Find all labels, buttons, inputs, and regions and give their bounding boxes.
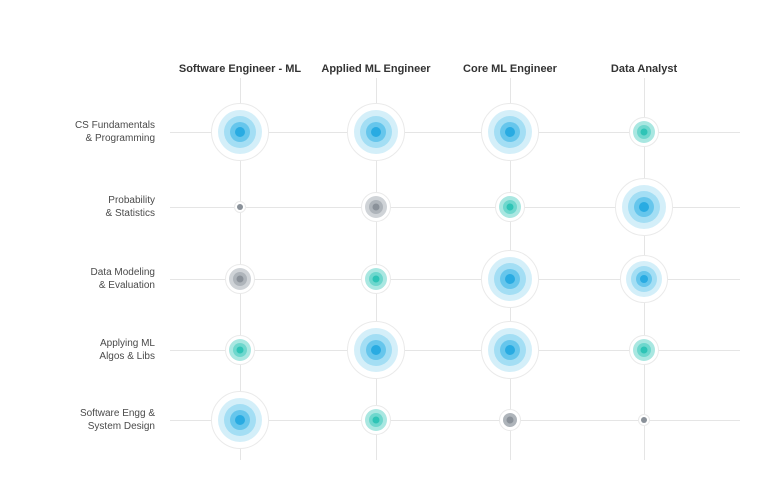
row-label: Applying ML Algos & Libs	[45, 337, 155, 363]
bubble-node	[629, 335, 659, 365]
bubble-ring	[639, 202, 649, 212]
bubble-node	[615, 178, 673, 236]
bubble-node	[499, 409, 521, 431]
bubble-node	[211, 103, 269, 161]
bubble-ring	[373, 417, 380, 424]
bubble-ring	[235, 127, 245, 137]
bubble-node	[361, 192, 391, 222]
row-label-line2: Algos & Libs	[99, 351, 155, 362]
row-label-line1: CS Fundamentals	[75, 120, 155, 131]
bubble-ring	[373, 276, 380, 283]
bubble-ring	[507, 204, 514, 211]
bubble-node	[347, 103, 405, 161]
row-label-line2: System Design	[88, 421, 155, 432]
bubble-node	[211, 391, 269, 449]
bubble-node	[629, 117, 659, 147]
bubble-ring	[237, 347, 244, 354]
row-label: Data Modeling & Evaluation	[45, 266, 155, 292]
row-label-line1: Probability	[108, 195, 155, 206]
column-header: Data Analyst	[611, 63, 677, 75]
row-label: Software Engg & System Design	[45, 407, 155, 433]
bubble-ring	[373, 204, 380, 211]
row-label-line2: & Statistics	[106, 208, 155, 219]
bubble-node	[361, 405, 391, 435]
bubble-node	[225, 335, 255, 365]
bubble-node	[620, 255, 668, 303]
bubble-ring	[371, 345, 381, 355]
column-header: Applied ML Engineer	[321, 63, 430, 75]
row-label-line2: & Programming	[86, 133, 155, 144]
bubble-node	[347, 321, 405, 379]
bubble-ring	[237, 276, 244, 283]
bubble-ring	[507, 417, 514, 424]
row-label: Probability & Statistics	[45, 194, 155, 220]
bubble-ring	[505, 127, 515, 137]
bubble-ring	[641, 347, 648, 354]
skills-matrix-chart: Software Engineer - ML Applied ML Enginee…	[0, 0, 768, 501]
column-header: Core ML Engineer	[463, 63, 557, 75]
bubble-node	[481, 321, 539, 379]
bubble-ring	[505, 274, 515, 284]
bubble-ring	[237, 204, 243, 210]
bubble-ring	[640, 275, 648, 283]
bubble-ring	[641, 129, 648, 136]
row-label-line1: Applying ML	[100, 338, 155, 349]
row-label-line1: Software Engg &	[80, 408, 155, 419]
bubble-ring	[505, 345, 515, 355]
bubble-ring	[371, 127, 381, 137]
bubble-node	[361, 264, 391, 294]
bubble-node	[495, 192, 525, 222]
row-label-line2: & Evaluation	[99, 280, 155, 291]
bubble-node	[234, 201, 246, 213]
bubble-node	[225, 264, 255, 294]
bubble-ring	[641, 417, 647, 423]
row-label: CS Fundamentals & Programming	[45, 119, 155, 145]
bubble-node	[481, 103, 539, 161]
bubble-ring	[235, 415, 245, 425]
bubble-node	[638, 414, 650, 426]
column-header: Software Engineer - ML	[179, 63, 301, 75]
row-label-line1: Data Modeling	[91, 267, 155, 278]
bubble-node	[481, 250, 539, 308]
